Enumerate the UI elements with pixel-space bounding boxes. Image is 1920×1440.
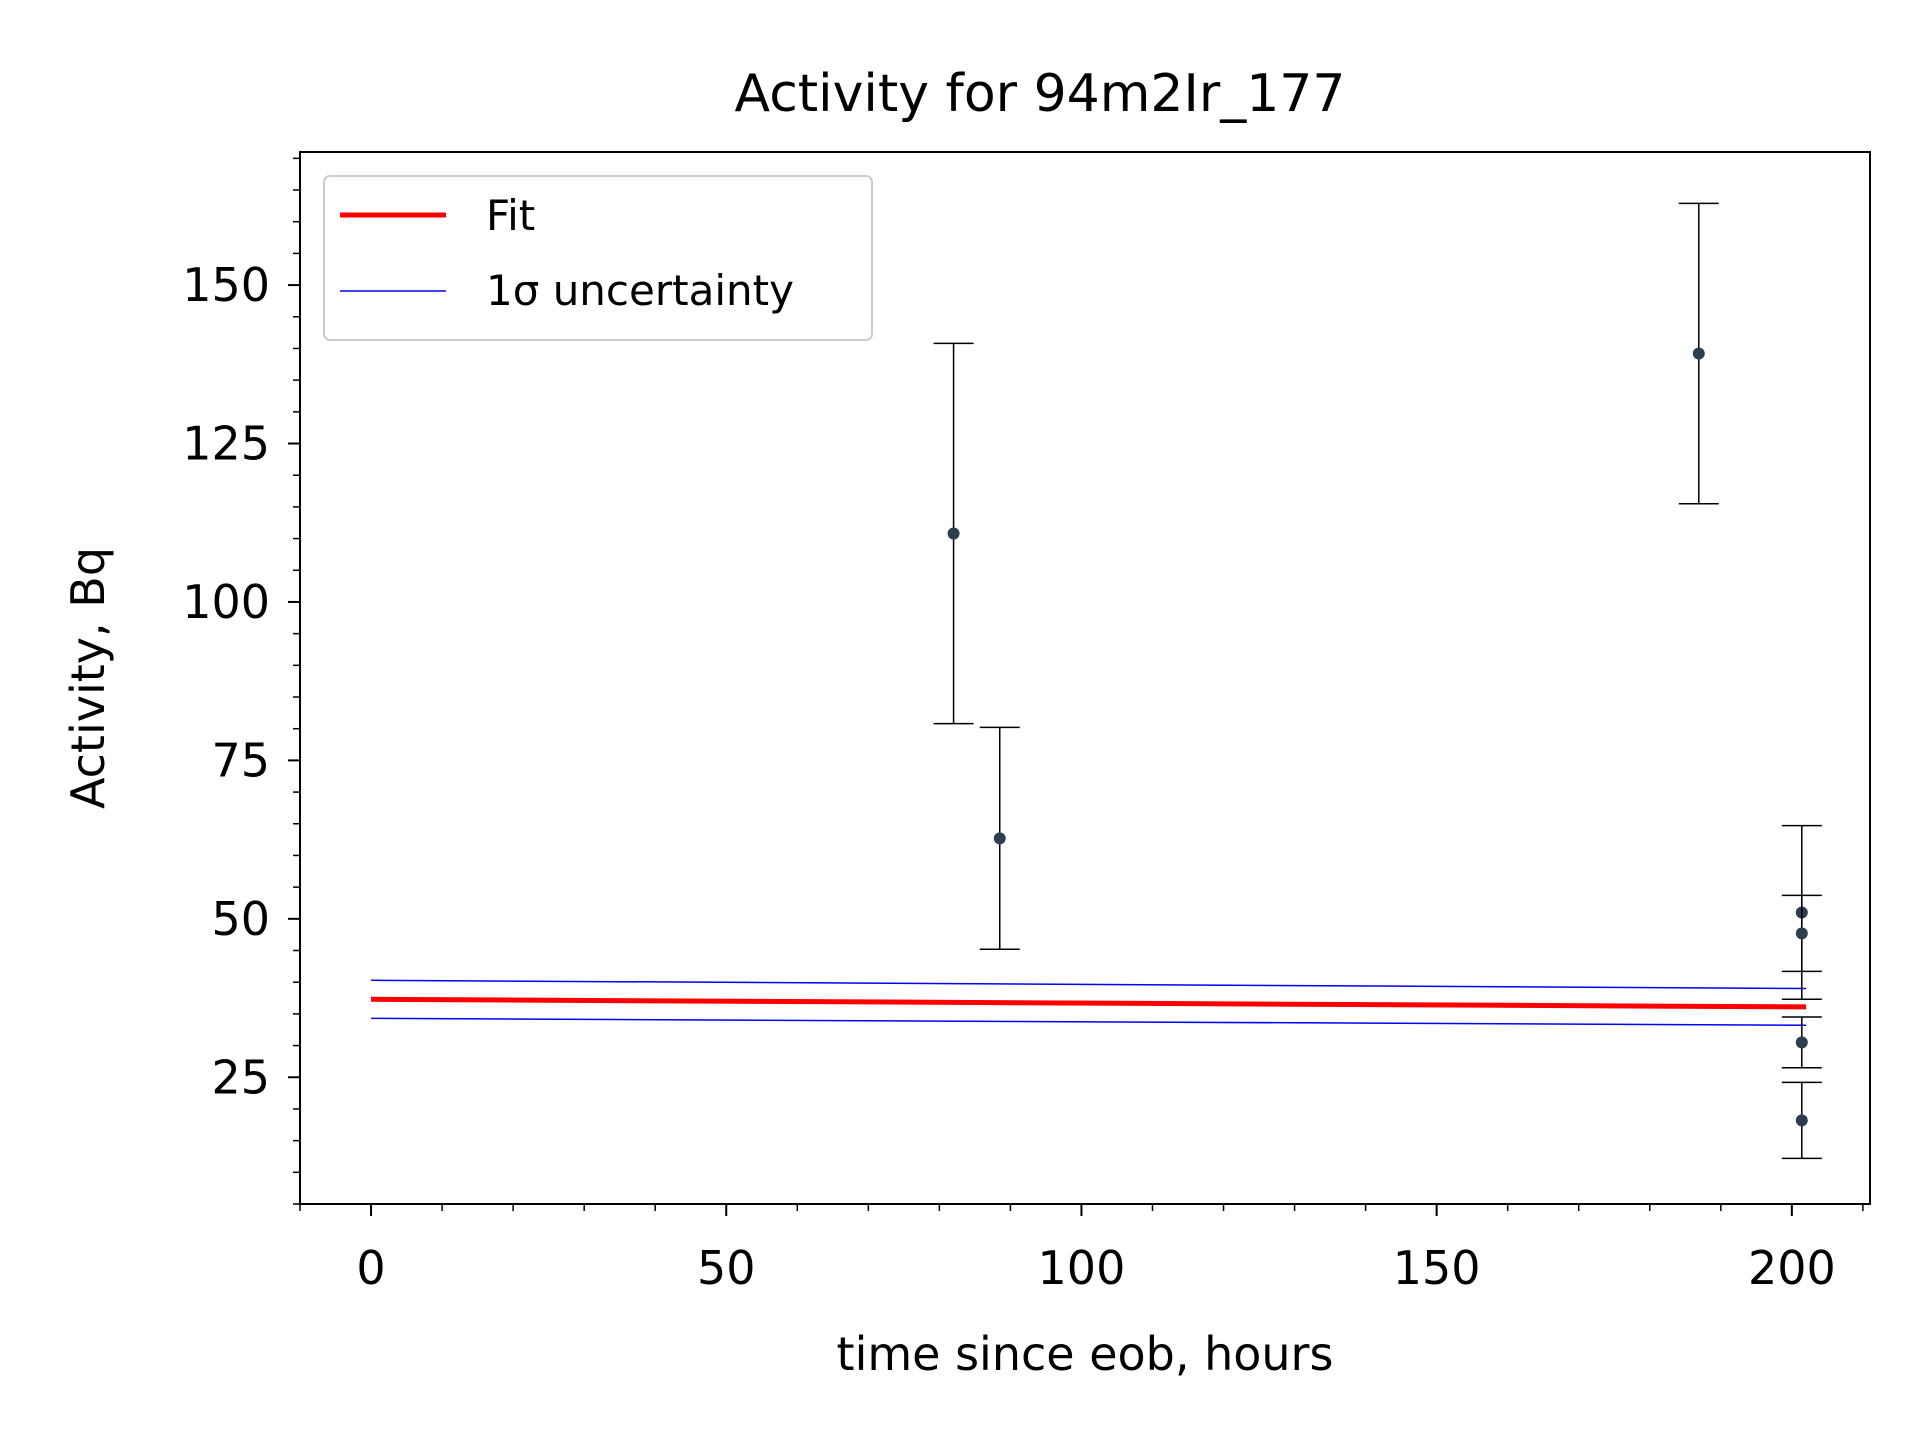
data-point <box>1795 1036 1808 1049</box>
y-tick-label: 25 <box>211 1050 270 1104</box>
fit-line <box>371 996 1807 1010</box>
data-point <box>993 832 1006 845</box>
x-tick-label: 0 <box>356 1241 385 1295</box>
uncertainty-band <box>371 979 1807 1027</box>
y-tick-label: 100 <box>182 575 270 629</box>
data-point <box>1795 1114 1808 1127</box>
x-tick-label: 200 <box>1748 1241 1836 1295</box>
y-tick-label: 150 <box>182 258 270 312</box>
y-axis-ticks: 25 50 75 100 125 150 <box>182 157 300 1205</box>
uncertainty-lower-line <box>371 1017 1807 1027</box>
legend-fit-label: Fit <box>486 191 535 240</box>
data-point <box>1795 927 1808 940</box>
x-tick-label: 150 <box>1393 1241 1481 1295</box>
y-axis-label: Activity, Bq <box>61 547 115 809</box>
x-tick-label: 100 <box>1038 1241 1126 1295</box>
data-point <box>1692 347 1705 360</box>
uncertainty-upper-line <box>371 979 1807 990</box>
plot-area <box>299 151 1871 1205</box>
y-tick-label: 125 <box>182 417 270 471</box>
measurement-points <box>933 202 1822 1160</box>
legend-uncertainty-label: 1σ uncertainty <box>486 266 794 315</box>
x-axis-ticks: 0 50 100 150 200 <box>299 1204 1864 1295</box>
y-tick-label: 50 <box>211 892 270 946</box>
legend: Fit 1σ uncertainty <box>323 175 873 341</box>
data-point <box>947 527 960 540</box>
legend-box <box>323 175 873 341</box>
fit-series <box>371 996 1807 1010</box>
x-axis-label: time since eob, hours <box>837 1327 1334 1381</box>
plot-frame <box>299 151 1871 1205</box>
chart-title: Activity for 94m2Ir_177 <box>735 64 1346 124</box>
y-tick-label: 75 <box>211 733 270 787</box>
x-tick-label: 50 <box>697 1241 756 1295</box>
